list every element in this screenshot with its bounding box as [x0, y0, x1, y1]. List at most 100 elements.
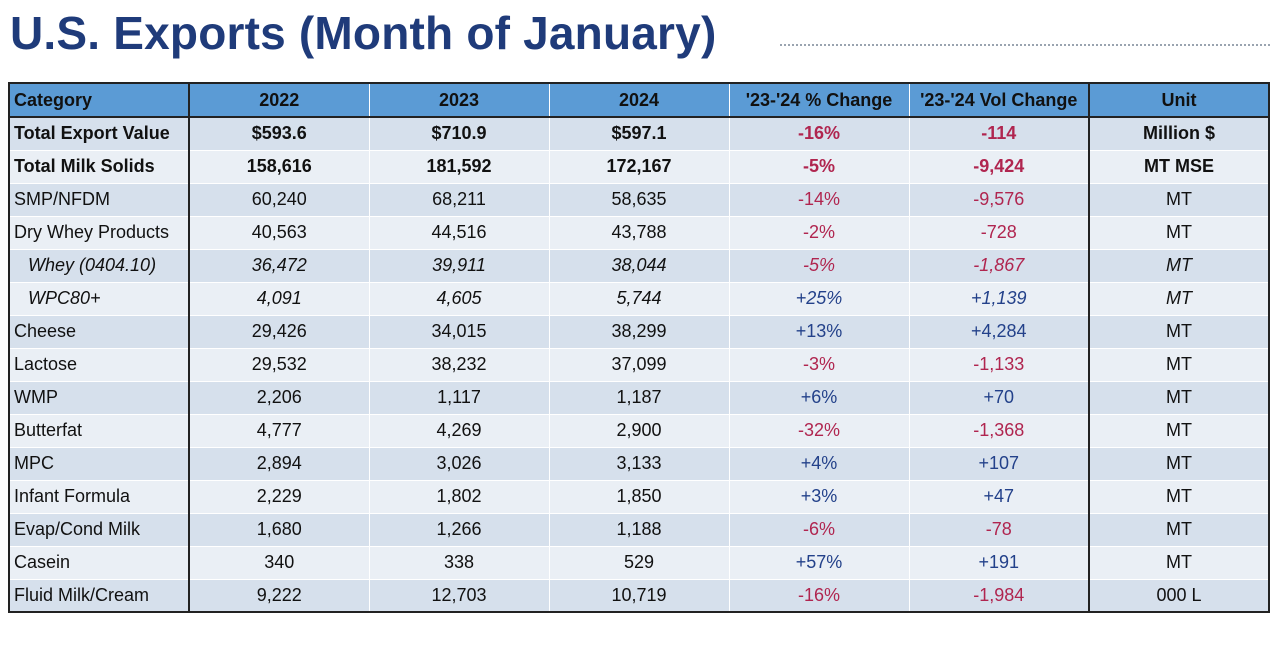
cell-y2023: 68,211 [369, 183, 550, 217]
header-2022: 2022 [189, 83, 370, 118]
cell-unit: MT [1089, 447, 1269, 481]
cell-category: Cheese [9, 315, 190, 349]
cell-y2023: 1,802 [369, 480, 550, 514]
cell-y2023: 1,117 [369, 381, 550, 415]
cell-y2023: 1,266 [369, 513, 550, 547]
cell-pct-change: -32% [729, 414, 910, 448]
cell-unit: Million $ [1089, 117, 1269, 151]
cell-y2024: 1,850 [549, 480, 730, 514]
cell-y2022: $593.6 [189, 117, 370, 151]
cell-unit: MT [1089, 348, 1269, 382]
cell-vol-change: +107 [909, 447, 1090, 481]
cell-y2024: 10,719 [549, 579, 730, 613]
cell-unit: MT [1089, 249, 1269, 283]
table-row: SMP/NFDM 60,240 68,211 58,635 -14% -9,576 MT [9, 183, 1269, 217]
cell-y2022: 36,472 [189, 249, 370, 283]
cell-y2024: 2,900 [549, 414, 730, 448]
cell-vol-change: -114 [909, 117, 1090, 151]
cell-y2024: 3,133 [549, 447, 730, 481]
cell-y2023: 4,605 [369, 282, 550, 316]
cell-y2024: 1,187 [549, 381, 730, 415]
cell-y2023: 39,911 [369, 249, 550, 283]
cell-pct-change: -3% [729, 348, 910, 382]
cell-unit: MT [1089, 513, 1269, 547]
cell-y2022: 40,563 [189, 216, 370, 250]
cell-y2024: 37,099 [549, 348, 730, 382]
cell-y2023: 44,516 [369, 216, 550, 250]
cell-pct-change: +6% [729, 381, 910, 415]
cell-pct-change: +4% [729, 447, 910, 481]
table-header-row: Category 2022 2023 2024 '23-'24 % Change… [9, 83, 1269, 118]
cell-y2024: 38,044 [549, 249, 730, 283]
cell-unit: MT [1089, 216, 1269, 250]
table-row: Casein 340 338 529 +57% +191 MT [9, 546, 1269, 580]
cell-category: Infant Formula [9, 480, 190, 514]
cell-y2022: 60,240 [189, 183, 370, 217]
cell-y2023: 181,592 [369, 150, 550, 184]
cell-y2024: 58,635 [549, 183, 730, 217]
cell-pct-change: +25% [729, 282, 910, 316]
header-vol-change: '23-'24 Vol Change [909, 83, 1090, 118]
cell-pct-change: -16% [729, 117, 910, 151]
cell-category: MPC [9, 447, 190, 481]
cell-y2022: 2,206 [189, 381, 370, 415]
cell-category: Evap/Cond Milk [9, 513, 190, 547]
cell-y2022: 2,229 [189, 480, 370, 514]
cell-unit: MT [1089, 315, 1269, 349]
cell-category: WPC80+ [9, 282, 190, 316]
table-row: Cheese 29,426 34,015 38,299 +13% +4,284 MT [9, 315, 1269, 349]
header-2023: 2023 [369, 83, 550, 118]
cell-vol-change: -1,867 [909, 249, 1090, 283]
cell-vol-change: -1,368 [909, 414, 1090, 448]
table-row: Infant Formula 2,229 1,802 1,850 +3% +47 MT [9, 480, 1269, 514]
cell-category: SMP/NFDM [9, 183, 190, 217]
exports-table: Category 2022 2023 2024 '23-'24 % Change… [8, 82, 1270, 613]
cell-vol-change: -1,133 [909, 348, 1090, 382]
table-row: MPC 2,894 3,026 3,133 +4% +107 MT [9, 447, 1269, 481]
cell-vol-change: -9,576 [909, 183, 1090, 217]
cell-y2022: 9,222 [189, 579, 370, 613]
cell-y2022: 340 [189, 546, 370, 580]
cell-pct-change: +3% [729, 480, 910, 514]
cell-y2022: 29,426 [189, 315, 370, 349]
table-row: Total Milk Solids 158,616 181,592 172,167 -5… [9, 150, 1269, 184]
cell-y2023: 338 [369, 546, 550, 580]
cell-y2024: 529 [549, 546, 730, 580]
cell-category: Total Export Value [9, 117, 190, 151]
cell-vol-change: +70 [909, 381, 1090, 415]
page-title: U.S. Exports (Month of January) [10, 7, 717, 59]
cell-y2023: 34,015 [369, 315, 550, 349]
cell-y2024: 43,788 [549, 216, 730, 250]
cell-pct-change: -14% [729, 183, 910, 217]
dotted-divider [780, 44, 1270, 46]
cell-unit: MT [1089, 480, 1269, 514]
cell-y2022: 1,680 [189, 513, 370, 547]
cell-pct-change: -16% [729, 579, 910, 613]
table-row: Butterfat 4,777 4,269 2,900 -32% -1,368 MT [9, 414, 1269, 448]
header-unit: Unit [1089, 83, 1269, 118]
cell-vol-change: -728 [909, 216, 1090, 250]
cell-category: Dry Whey Products [9, 216, 190, 250]
cell-unit: 000 L [1089, 579, 1269, 613]
cell-y2022: 4,777 [189, 414, 370, 448]
header-pct-change: '23-'24 % Change [729, 83, 910, 118]
cell-unit: MT [1089, 546, 1269, 580]
cell-unit: MT MSE [1089, 150, 1269, 184]
cell-y2024: 5,744 [549, 282, 730, 316]
table-row: WPC80+ 4,091 4,605 5,744 +25% +1,139 MT [9, 282, 1269, 316]
cell-vol-change: +191 [909, 546, 1090, 580]
cell-vol-change: -1,984 [909, 579, 1090, 613]
cell-vol-change: +47 [909, 480, 1090, 514]
cell-y2023: 12,703 [369, 579, 550, 613]
cell-category: WMP [9, 381, 190, 415]
cell-unit: MT [1089, 414, 1269, 448]
cell-unit: MT [1089, 282, 1269, 316]
cell-category: Casein [9, 546, 190, 580]
table-row: Fluid Milk/Cream 9,222 12,703 10,719 -16% -1,… [9, 579, 1269, 613]
cell-pct-change: -6% [729, 513, 910, 547]
cell-pct-change: +57% [729, 546, 910, 580]
cell-y2023: $710.9 [369, 117, 550, 151]
table-row: Lactose 29,532 38,232 37,099 -3% -1,133 MT [9, 348, 1269, 382]
header-category: Category [9, 83, 190, 118]
cell-y2024: 172,167 [549, 150, 730, 184]
